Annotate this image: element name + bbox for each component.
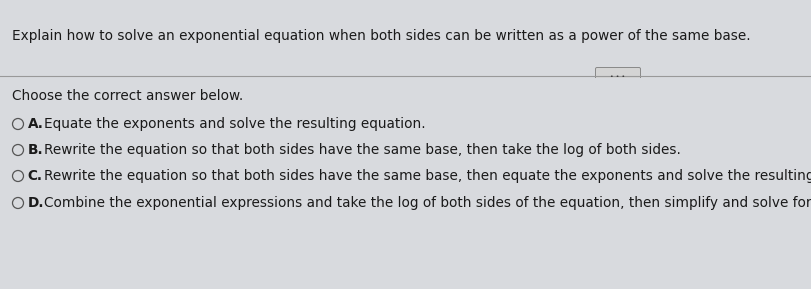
Text: Rewrite the equation so that both sides have the same base, then take the log of: Rewrite the equation so that both sides …: [44, 143, 680, 157]
Text: Equate the exponents and solve the resulting equation.: Equate the exponents and solve the resul…: [44, 117, 425, 131]
Text: • • •: • • •: [611, 73, 625, 79]
Text: Combine the exponential expressions and take the log of both sides of the equati: Combine the exponential expressions and …: [44, 196, 811, 210]
Text: A.: A.: [28, 117, 43, 131]
Text: Explain how to solve an exponential equation when both sides can be written as a: Explain how to solve an exponential equa…: [12, 29, 751, 43]
Text: Choose the correct answer below.: Choose the correct answer below.: [12, 89, 243, 103]
Text: D.: D.: [28, 196, 44, 210]
Text: B.: B.: [28, 143, 43, 157]
Text: Rewrite the equation so that both sides have the same base, then equate the expo: Rewrite the equation so that both sides …: [44, 169, 811, 183]
Text: C.: C.: [28, 169, 42, 183]
FancyBboxPatch shape: [595, 68, 641, 84]
